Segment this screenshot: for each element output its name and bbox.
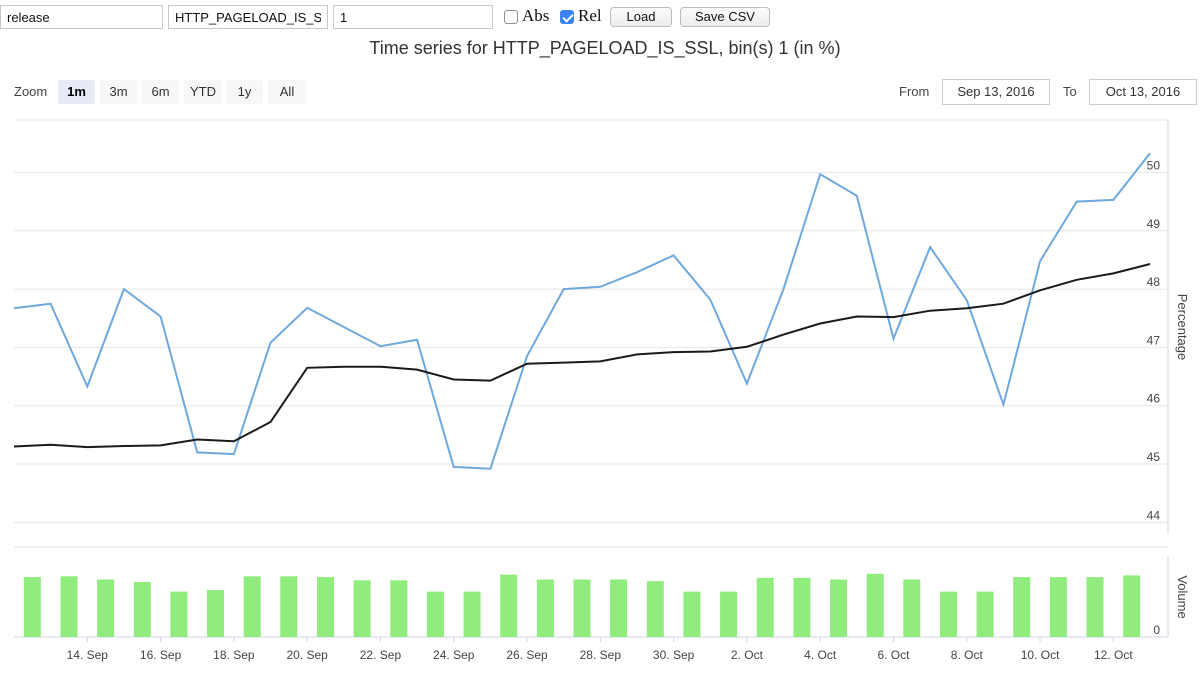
zoom-button-3m[interactable]: 3m <box>100 80 137 104</box>
volume-bar[interactable] <box>1049 577 1067 637</box>
rel-label: Rel <box>578 6 602 25</box>
volume-bar[interactable] <box>610 579 628 638</box>
x-tick-label: 22. Sep <box>360 648 402 662</box>
x-tick-label: 16. Sep <box>140 648 182 662</box>
volume-bar[interactable] <box>756 577 774 637</box>
abs-label: Abs <box>522 6 550 25</box>
zoom-button-6m[interactable]: 6m <box>142 80 179 104</box>
volume-bar[interactable] <box>390 580 408 637</box>
volume-bar[interactable] <box>940 591 957 637</box>
x-tick-label: 12. Oct <box>1094 648 1133 662</box>
x-tick-label: 10. Oct <box>1021 648 1060 662</box>
bins-input[interactable] <box>333 5 493 29</box>
x-tick-labels: 14. Sep 16. Sep 18. Sep 20. Sep 22. Sep 24. S… <box>67 637 1133 662</box>
volume-bar[interactable] <box>500 574 518 637</box>
volume-bar[interactable] <box>646 581 664 637</box>
y-tick-label: 50 <box>1147 158 1161 172</box>
y-tick-label: 44 <box>1147 508 1161 522</box>
volume-bar[interactable] <box>353 580 371 637</box>
save-csv-button[interactable]: Save CSV <box>680 7 770 27</box>
x-tick-label: 2. Oct <box>731 648 764 662</box>
volume-bar[interactable] <box>793 577 811 637</box>
y-tick-label: 47 <box>1147 333 1161 347</box>
volume-bar[interactable] <box>903 579 921 638</box>
volume-bar[interactable] <box>207 590 224 637</box>
x-tick-label: 24. Sep <box>433 648 475 662</box>
x-tick-label: 26. Sep <box>506 648 548 662</box>
series-percentage-line[interactable] <box>13 152 1151 470</box>
volume-bar[interactable] <box>1123 575 1141 637</box>
to-date-input[interactable]: Oct 13, 2016 <box>1089 79 1197 105</box>
x-tick-label: 6. Oct <box>877 648 910 662</box>
volume-bar[interactable] <box>97 579 115 638</box>
volume-bar[interactable] <box>1013 577 1031 637</box>
volume-bar[interactable] <box>536 579 554 638</box>
volume-bar[interactable] <box>866 573 884 637</box>
volume-bar[interactable] <box>830 579 847 638</box>
zoom-button-1y[interactable]: 1y <box>226 80 263 104</box>
x-tick-label: 20. Sep <box>286 648 328 662</box>
volume-bar[interactable] <box>573 579 591 638</box>
volume-bar[interactable] <box>1086 577 1104 637</box>
volume-bar[interactable] <box>976 591 994 637</box>
series-average-line[interactable] <box>13 263 1151 449</box>
zoom-button-ytd[interactable]: YTD <box>184 80 222 104</box>
y-axis-title: Percentage <box>1175 294 1190 361</box>
grid-lines <box>14 119 1168 523</box>
toolbar: Abs Rel Load Save CSV <box>0 0 1200 34</box>
x-tick-label: 14. Sep <box>67 648 109 662</box>
volume-bar[interactable] <box>60 576 78 638</box>
zoom-label: Zoom <box>14 84 48 99</box>
rel-checkbox[interactable] <box>560 10 574 24</box>
volume-bar[interactable] <box>463 591 481 637</box>
x-tick-label: 30. Sep <box>653 648 695 662</box>
y-tick-label: 49 <box>1147 217 1161 231</box>
volume-bars <box>23 573 1141 638</box>
zoom-button-1m[interactable]: 1m <box>58 80 95 104</box>
from-label: From <box>899 84 930 99</box>
volume-zero-tick: 0 <box>1153 623 1160 637</box>
abs-checkbox[interactable] <box>504 10 518 24</box>
y-tick-label: 45 <box>1147 450 1161 464</box>
volume-bar[interactable] <box>317 577 334 637</box>
x-tick-label: 4. Oct <box>804 648 837 662</box>
volume-bar[interactable] <box>720 591 738 637</box>
y-tick-label: 48 <box>1147 275 1161 289</box>
chart-title: Time series for HTTP_PAGELOAD_IS_SSL, bi… <box>369 38 841 58</box>
to-label: To <box>1063 84 1077 99</box>
volume-axis-title: Volume <box>1175 575 1190 618</box>
zoom-button-all[interactable]: All <box>268 80 306 104</box>
volume-bar[interactable] <box>243 576 261 638</box>
volume-bar[interactable] <box>170 591 188 637</box>
y-tick-label: 46 <box>1147 392 1161 406</box>
x-tick-label: 8. Oct <box>951 648 984 662</box>
volume-bar[interactable] <box>426 591 444 637</box>
load-button[interactable]: Load <box>610 7 672 27</box>
channel-input[interactable] <box>0 5 163 29</box>
x-tick-label: 28. Sep <box>580 648 622 662</box>
volume-bar[interactable] <box>23 577 41 637</box>
from-date-input[interactable]: Sep 13, 2016 <box>942 79 1050 105</box>
y-tick-labels: 44 45 46 47 48 49 50 <box>1147 158 1161 522</box>
x-tick-label: 18. Sep <box>213 648 255 662</box>
volume-bar[interactable] <box>683 591 701 637</box>
volume-bar[interactable] <box>280 576 298 638</box>
metric-input[interactable] <box>168 5 328 29</box>
volume-bar[interactable] <box>133 581 151 637</box>
